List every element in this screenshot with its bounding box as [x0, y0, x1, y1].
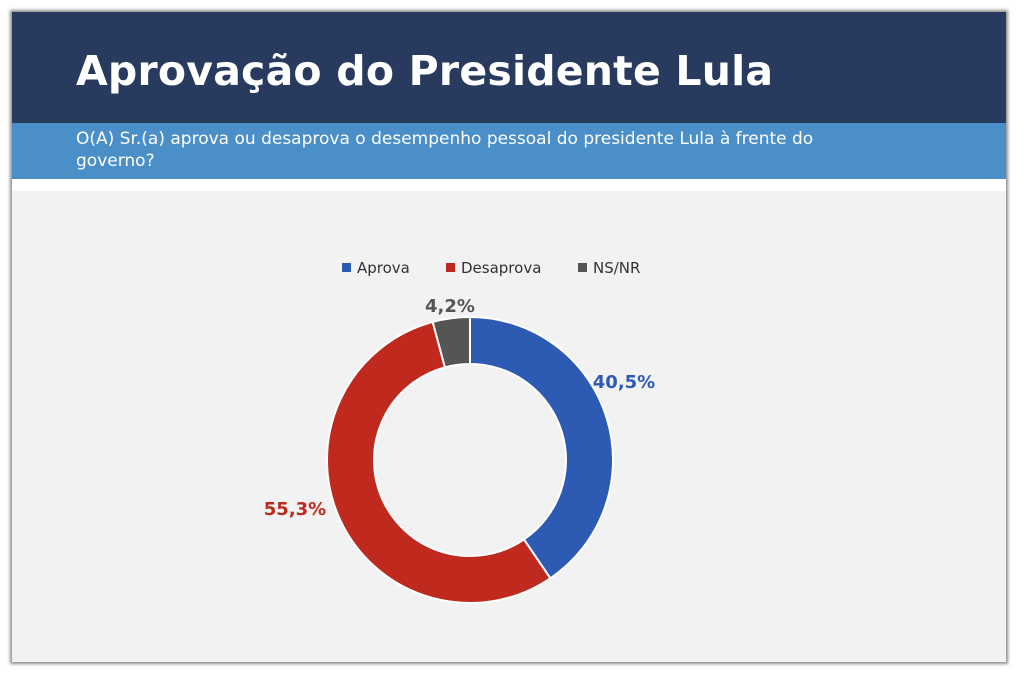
data-label-aprova: 40,5% [593, 372, 655, 393]
legend-label-aprova: Aprova [357, 259, 410, 277]
legend-label-ns-nr: NS/NR [593, 259, 640, 277]
slice-desaprova [326, 320, 552, 604]
legend-swatch-desaprova [446, 263, 455, 272]
legend-swatch-ns-nr [578, 263, 587, 272]
data-label-ns-nr: 4,2% [425, 296, 475, 317]
legend-item-desaprova: Desaprova [446, 259, 541, 277]
survey-question: O(A) Sr.(a) aprova ou desaprova o desemp… [76, 129, 814, 171]
legend-item-ns-nr: NS/NR [578, 259, 640, 277]
legend-swatch-aprova [342, 263, 351, 272]
divider [12, 179, 1006, 191]
chart-data-labels: 40,5% 55,3% 4,2% [264, 296, 655, 520]
chart-legend: Aprova Desaprova NS/NR [342, 259, 640, 277]
slice-aprova [469, 315, 614, 580]
legend-item-aprova: Aprova [342, 259, 410, 277]
question-bar: O(A) Sr.(a) aprova ou desaprova o desemp… [12, 123, 1006, 179]
slice-ns-nr [431, 315, 471, 369]
page-title: Aprovação do Presidente Lula [76, 47, 774, 95]
data-label-desaprova: 55,3% [264, 499, 326, 520]
slide: Aprovação do Presidente Lula O(A) Sr.(a)… [12, 12, 1006, 662]
donut-chart: Aprova Desaprova NS/NR 40,5% 55,3% 4,2% [264, 259, 655, 604]
legend-label-desaprova: Desaprova [461, 259, 541, 277]
title-bar: Aprovação do Presidente Lula [12, 12, 1006, 123]
chart-slices [326, 315, 614, 604]
